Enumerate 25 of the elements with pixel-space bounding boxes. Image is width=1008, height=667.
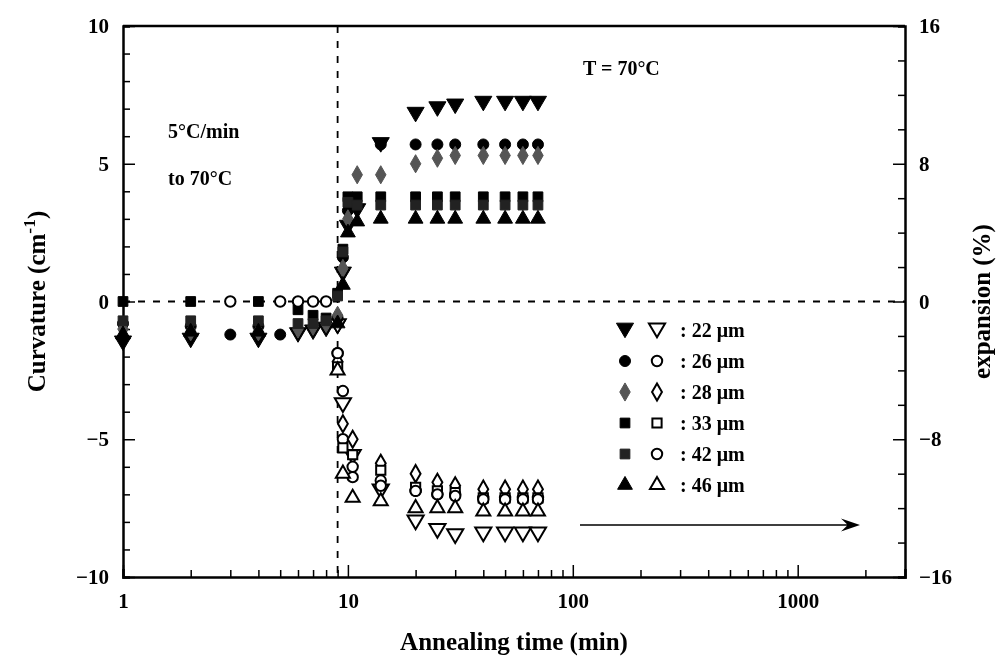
legend-label: : 22 μm bbox=[680, 319, 745, 342]
y2-tick-label: 0 bbox=[919, 289, 930, 314]
y2-tick-label: −8 bbox=[919, 427, 942, 452]
y-tick-label: −5 bbox=[86, 427, 109, 452]
y2-tick-label: 8 bbox=[919, 151, 930, 176]
y-tick-label: 5 bbox=[98, 151, 109, 176]
y-tick-label: 10 bbox=[88, 14, 109, 39]
legend-label: : 26 μm bbox=[680, 350, 745, 373]
legend-label: : 46 μm bbox=[680, 474, 745, 497]
legend-label: : 28 μm bbox=[680, 381, 745, 404]
x-tick-label: 100 bbox=[557, 588, 590, 613]
x-tick-label: 10 bbox=[337, 588, 359, 613]
legend-label: : 42 μm bbox=[680, 443, 745, 466]
y2-tick-label: −16 bbox=[919, 565, 952, 590]
annotation: 5°C/min bbox=[168, 120, 240, 142]
annotation: T = 70°C bbox=[583, 57, 660, 79]
x-axis-title: Annealing time (min) bbox=[400, 628, 628, 656]
annotation: to 70°C bbox=[168, 167, 233, 189]
x-tick-label: 1000 bbox=[777, 588, 820, 613]
x-tick-label: 1 bbox=[118, 588, 129, 613]
y2-axis-title: expansion (%) bbox=[968, 224, 996, 379]
y2-tick-label: 16 bbox=[919, 14, 940, 39]
y-tick-label: −10 bbox=[76, 565, 109, 590]
legend-label: : 33 μm bbox=[680, 412, 745, 435]
y-tick-label: 0 bbox=[98, 289, 109, 314]
